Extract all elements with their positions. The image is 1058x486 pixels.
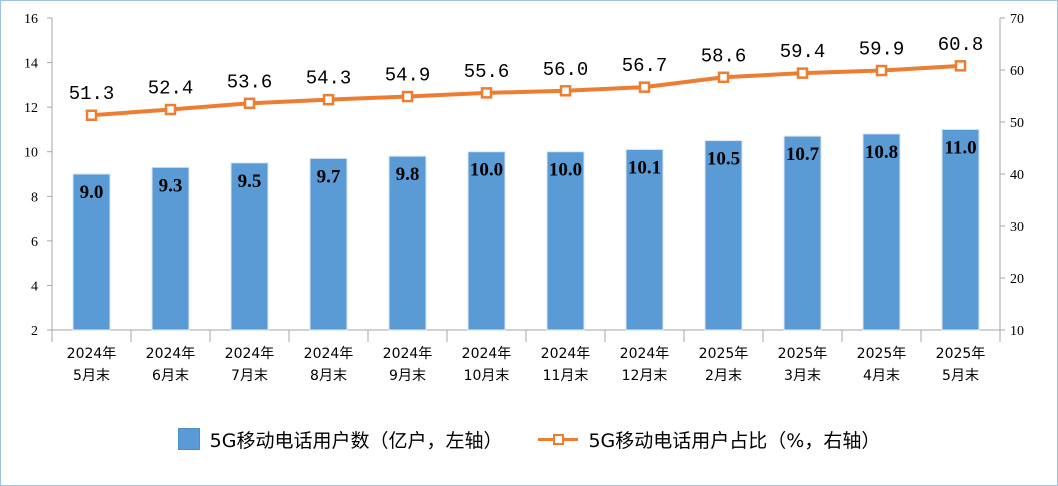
- line-marker: [322, 93, 335, 106]
- bar-value-label: 9.7: [317, 166, 341, 187]
- bar: [151, 166, 190, 331]
- bar: [783, 135, 822, 331]
- bar-value-label: 10.5: [707, 149, 740, 170]
- bar: [72, 173, 111, 331]
- line-value-label: 52.4: [148, 78, 194, 100]
- line-value-label: 56.7: [622, 55, 668, 77]
- x-tick-label: 2024年 9月末: [383, 346, 433, 384]
- x-tick-label: 2025年 5月末: [936, 346, 986, 384]
- left-tick-label: 16: [24, 12, 38, 27]
- line-marker: [164, 103, 177, 116]
- line-value-label: 55.6: [464, 61, 510, 83]
- line-marker: [243, 97, 256, 110]
- legend-line-swatch: [538, 429, 579, 449]
- legend: 5G移动电话用户数（亿户，左轴） 5G移动电话用户占比（%，右轴）: [0, 424, 1058, 454]
- legend-bar-swatch: [177, 428, 200, 450]
- line-marker: [559, 85, 572, 97]
- line-marker: [796, 67, 809, 79]
- line-marker: [717, 71, 730, 84]
- line-value-label: 60.8: [938, 34, 984, 56]
- line-marker: [480, 87, 493, 99]
- bar-value-label: 10.8: [865, 142, 898, 163]
- axes: 2 4 6 8 10 12 14 16 10 20 30 40 50 60 70 2024年 5月末 2024年 6…: [24, 12, 1024, 384]
- line-value-label: 54.3: [306, 68, 352, 90]
- bar-value-label: 10.1: [628, 157, 661, 178]
- x-tick-label: 2024年 12月末: [620, 346, 670, 384]
- x-tick-label: 2024年 7月末: [225, 346, 275, 384]
- line-value-label: 59.4: [780, 41, 826, 63]
- x-tick-label: 2025年 4月末: [857, 346, 907, 384]
- x-tick-label: 2024年 11月末: [541, 346, 591, 384]
- line-value-label: 51.3: [69, 83, 115, 105]
- line-marker: [401, 90, 414, 103]
- x-tick-label: 2024年 6月末: [146, 346, 196, 384]
- x-tick-label: 2025年 2月末: [699, 346, 749, 384]
- legend-item-bar: 5G移动电话用户数（亿户，左轴）: [177, 426, 503, 453]
- bar-value-label: 9.0: [80, 182, 104, 203]
- bar: [388, 155, 427, 331]
- line-marker: [954, 60, 967, 72]
- data-labels: 9.0 9.3 9.5 9.7 9.8 10.0 10.0 10.1 10.5 10.7 10.8 1…: [69, 34, 984, 203]
- bar: [862, 133, 901, 331]
- legend-item-line: 5G移动电话用户占比（%，右轴）: [538, 426, 880, 453]
- line-marker: [875, 64, 888, 77]
- bar-value-label: 9.8: [396, 164, 420, 185]
- right-tick-label: 20: [1010, 272, 1024, 287]
- left-tick-label: 12: [24, 101, 38, 116]
- left-tick-label: 2: [31, 324, 38, 339]
- bar-value-label: 10.0: [470, 160, 503, 181]
- line-value-label: 56.0: [543, 59, 589, 81]
- x-tick-label: 2024年 5月末: [67, 346, 117, 384]
- left-tick-label: 14: [24, 57, 38, 72]
- bar-value-label: 9.5: [238, 171, 262, 192]
- left-tick-label: 8: [31, 190, 38, 205]
- bar: [704, 140, 743, 331]
- bar: [309, 157, 348, 331]
- bar-value-label: 11.0: [944, 137, 976, 158]
- bar: [941, 128, 980, 331]
- right-tick-label: 30: [1010, 220, 1024, 235]
- x-tick-label: 2024年 10月末: [462, 346, 512, 384]
- bar-series: [72, 128, 980, 331]
- line-value-label: 58.6: [701, 45, 747, 67]
- right-tick-label: 40: [1010, 168, 1024, 183]
- legend-bar-label: 5G移动电话用户数（亿户，左轴）: [209, 429, 503, 452]
- line-series: [85, 60, 967, 121]
- line-value-label: 53.6: [227, 71, 273, 93]
- bar: [625, 148, 664, 331]
- right-tick-label: 10: [1010, 324, 1024, 339]
- line-marker: [638, 81, 651, 93]
- right-tick-label: 50: [1010, 116, 1024, 131]
- right-tick-label: 70: [1010, 12, 1024, 27]
- bar: [546, 151, 585, 331]
- legend-line-label: 5G移动电话用户占比（%，右轴）: [588, 429, 881, 452]
- right-tick-label: 60: [1010, 64, 1024, 79]
- line-value-label: 59.9: [859, 39, 905, 61]
- bar-value-label: 10.7: [786, 144, 820, 165]
- x-tick-label: 2025年 3月末: [778, 346, 828, 384]
- bar-value-label: 9.3: [159, 175, 183, 196]
- bar-value-label: 10.0: [549, 160, 582, 181]
- line-marker: [85, 109, 98, 121]
- x-tick-label: 2024年 8月末: [304, 346, 354, 384]
- bar: [467, 151, 506, 331]
- left-tick-label: 6: [31, 235, 38, 250]
- series-line: [91, 63, 961, 118]
- left-tick-label: 10: [24, 146, 38, 161]
- line-value-label: 54.9: [385, 65, 431, 87]
- left-tick-label: 4: [31, 279, 38, 294]
- bar: [230, 162, 269, 331]
